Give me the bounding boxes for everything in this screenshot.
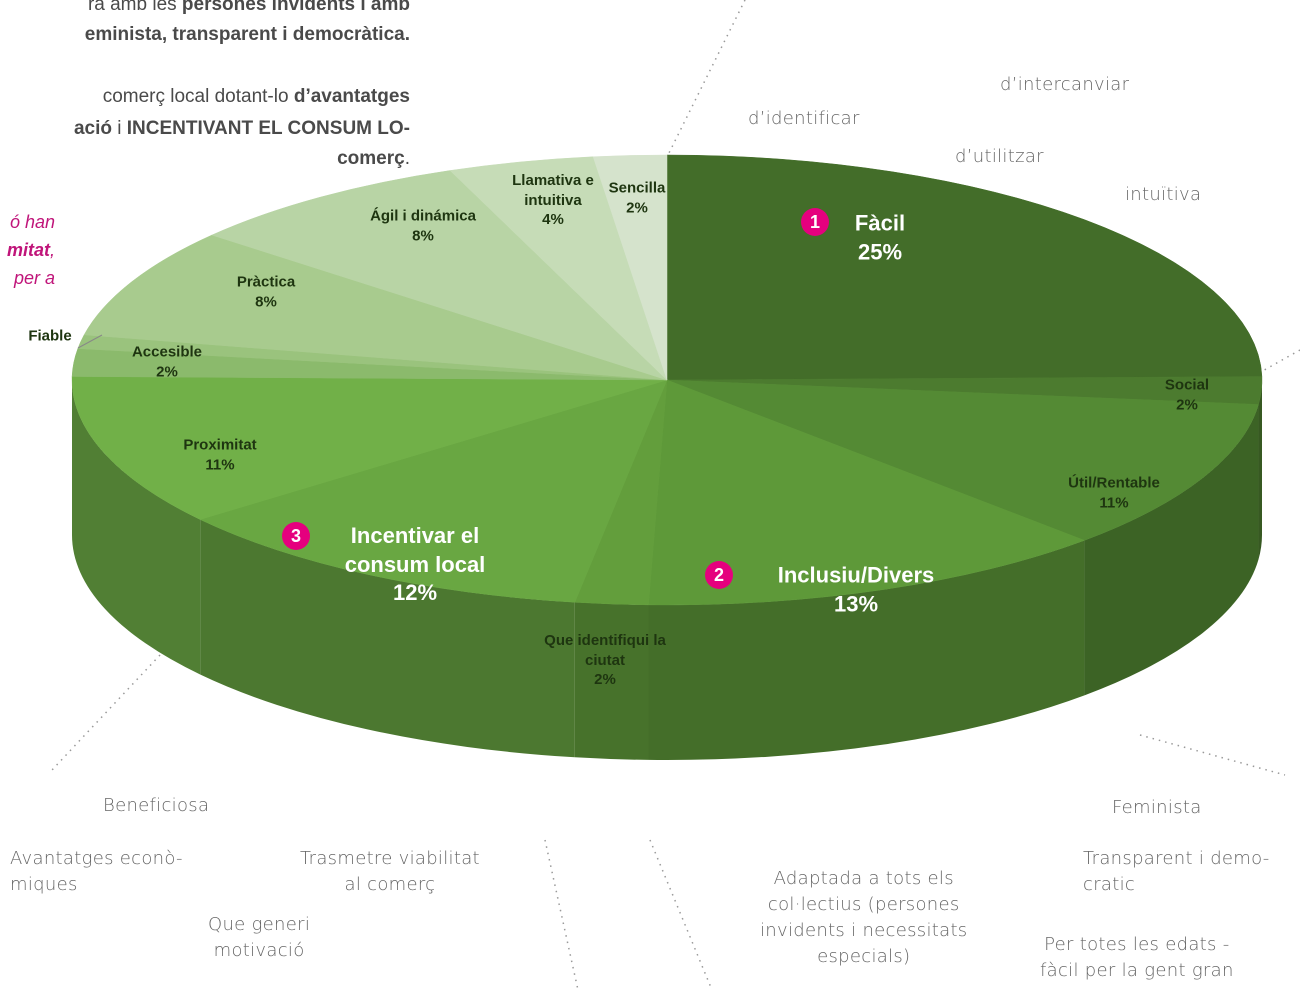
text-run: comerç bbox=[337, 148, 405, 169]
category-label: Accesible bbox=[131, 343, 203, 361]
side-note-line: ó han bbox=[10, 212, 55, 233]
slice-side bbox=[1258, 380, 1262, 560]
slice-label: Fàcil 25% bbox=[820, 209, 940, 266]
slice-side bbox=[72, 380, 201, 675]
category-label: Que identifiqui la ciutat bbox=[544, 631, 666, 669]
intro-line: ra amb les persones invidents i amb bbox=[88, 0, 410, 16]
value-label: 12% bbox=[392, 580, 438, 606]
text-run: ra amb les bbox=[87, 0, 182, 15]
text-run: i bbox=[111, 118, 127, 139]
slice-label: Proximitat 11% bbox=[160, 436, 280, 475]
intro-line: ació i INCENTIVANT EL CONSUM LO- bbox=[74, 118, 410, 140]
annotation: intuïtiva bbox=[1125, 184, 1202, 205]
slice-side bbox=[200, 519, 575, 758]
text-run: d’avantatges bbox=[293, 86, 410, 107]
slice bbox=[592, 154, 668, 381]
text-run: INCENTIVANT EL CONSUM LO- bbox=[126, 118, 410, 139]
slice-label: Accesible 2% bbox=[117, 343, 217, 382]
side-note-line: per a bbox=[14, 268, 55, 289]
category-label: Ágil i dinámica bbox=[370, 207, 476, 225]
value-label: 2% bbox=[1176, 396, 1198, 413]
annotation: d’intercanviar bbox=[1000, 74, 1130, 95]
category-label: Sencilla bbox=[608, 179, 666, 197]
value-label: 25% bbox=[857, 239, 903, 264]
value-label: 2% bbox=[594, 670, 616, 688]
intro-line: eminista, transparent i democràtica. bbox=[85, 24, 410, 46]
value-label: 2% bbox=[626, 199, 648, 216]
slice-label: Sencilla 2% bbox=[597, 179, 677, 218]
rank-badge: 1 bbox=[801, 208, 829, 236]
category-label: Fàcil bbox=[854, 210, 906, 236]
value-label: 4% bbox=[542, 210, 564, 228]
category-label: Fiable bbox=[28, 327, 72, 345]
slice-label: Incentivar el consum local 12% bbox=[320, 522, 510, 608]
dotted-leaders bbox=[51, 0, 1300, 991]
text-run: mitat bbox=[6, 240, 50, 260]
slice bbox=[83, 234, 668, 381]
value-label: 2% bbox=[156, 363, 178, 380]
intro-line: comerç local dotant-lo d’avantatges bbox=[103, 86, 410, 108]
value-label: 11% bbox=[1099, 494, 1129, 511]
category-label: Llamativa e intuitiva bbox=[512, 171, 594, 209]
text-run: ó han bbox=[9, 212, 55, 232]
pie-top bbox=[71, 154, 1263, 606]
text-run: , bbox=[49, 240, 55, 260]
annotation: Per totes les edats - fàcil per la gent … bbox=[1040, 934, 1234, 982]
annotation: d’utilitzar bbox=[955, 146, 1044, 167]
slice-label: Ágil i dinámica 8% bbox=[353, 207, 493, 246]
text-run: per a bbox=[13, 268, 55, 288]
text-run: persones invidents i amb bbox=[181, 0, 410, 15]
rank-badge: 3 bbox=[282, 522, 310, 550]
slice bbox=[199, 379, 668, 603]
text-run: comerç local dotant-lo bbox=[102, 86, 294, 107]
value-label: 8% bbox=[255, 293, 277, 310]
slice-side bbox=[1084, 404, 1259, 696]
value-label: 13% bbox=[833, 591, 879, 616]
slice-side bbox=[574, 602, 649, 760]
text-run: . bbox=[404, 148, 410, 169]
slice-label: Inclusiu/Divers 13% bbox=[756, 561, 956, 618]
slice bbox=[211, 170, 668, 381]
slice bbox=[648, 379, 1086, 606]
rank-badge: 2 bbox=[705, 561, 733, 589]
category-label: Pràctica bbox=[236, 273, 296, 291]
slice-label: Útil/Rentable 11% bbox=[1044, 474, 1184, 513]
slice-label: Social 2% bbox=[1147, 376, 1227, 415]
annotation: Avantatges econò- miques bbox=[10, 848, 183, 896]
category-label: Útil/Rentable bbox=[1068, 474, 1160, 492]
slice bbox=[666, 379, 1259, 541]
fiable-leader bbox=[77, 334, 103, 349]
annotation: Adaptada a tots els col·lectius (persone… bbox=[760, 868, 968, 968]
category-label: Incentivar el consum local bbox=[344, 523, 486, 577]
annotation: d’identificar bbox=[748, 108, 860, 129]
category-label: Inclusiu/Divers bbox=[777, 562, 935, 588]
annotation: Feminista bbox=[1112, 797, 1202, 818]
intro-line: comerç. bbox=[337, 148, 410, 170]
category-label: Social bbox=[1164, 376, 1210, 394]
annotation: Transparent i demo- cratic bbox=[1083, 848, 1270, 896]
value-label: 11% bbox=[205, 456, 235, 473]
slice-label: Pràctica 8% bbox=[216, 273, 316, 312]
slice-label: Llamativa e intuitiva 4% bbox=[503, 171, 603, 230]
category-label: Proximitat bbox=[183, 436, 257, 454]
side-note-line: mitat, bbox=[7, 240, 55, 261]
slice-side bbox=[648, 540, 1085, 760]
annotation: Que generi motivació bbox=[208, 914, 311, 962]
pie-sides bbox=[72, 380, 1262, 760]
annotation: Beneficiosa bbox=[103, 795, 210, 816]
slice-label: Que identifiqui la ciutat 2% bbox=[535, 631, 675, 690]
slice-label: Fiable bbox=[10, 326, 90, 346]
text-run: ació bbox=[73, 118, 112, 139]
text-run: eminista, transparent i democràtica. bbox=[84, 24, 410, 45]
annotation: Trasmetre viabilitat al comerç bbox=[300, 848, 480, 896]
value-label: 8% bbox=[412, 227, 434, 244]
slice bbox=[71, 376, 668, 520]
